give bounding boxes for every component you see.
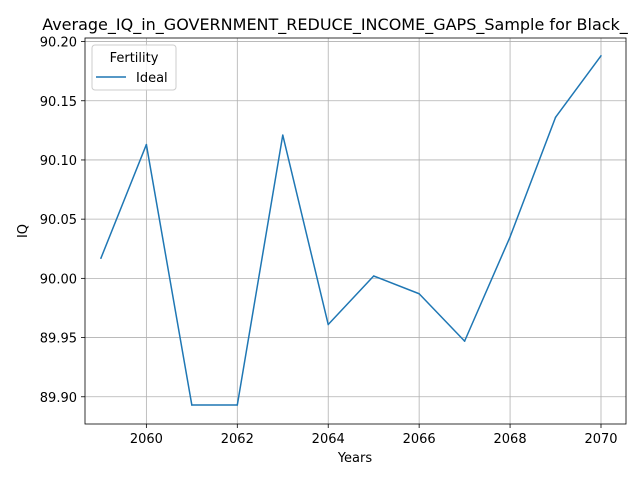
data-point-ideal (372, 275, 375, 277)
y-tick-label: 89.90 (40, 391, 77, 406)
data-point-ideal (327, 323, 329, 326)
x-tick-label: 2064 (312, 432, 345, 447)
x-tick-label: 2060 (130, 432, 163, 447)
legend-frame (91, 44, 177, 91)
y-tick-label: 90.20 (40, 36, 77, 51)
grid-lines (85, 38, 626, 424)
x-tick-label: 2070 (584, 432, 617, 447)
data-point-ideal (509, 236, 511, 238)
legend-entry-ideal: Ideal (136, 71, 168, 86)
x-tick-label: 2062 (221, 432, 254, 447)
y-tick-label: 90.00 (40, 272, 77, 287)
legend: Fertility Ideal (91, 44, 177, 91)
data-point-ideal (418, 293, 420, 295)
data-point-ideal (145, 143, 148, 146)
data-point-ideal (191, 404, 193, 406)
x-tick-label: 2066 (403, 432, 436, 447)
x-axis-label: Years (337, 451, 373, 466)
series-line-ideal (100, 55, 602, 406)
data-point-ideal (600, 55, 602, 57)
series-layer (100, 55, 602, 406)
x-tick-label: 2068 (494, 432, 527, 447)
data-point-ideal (236, 404, 239, 406)
data-point-ideal (282, 134, 284, 136)
data-point-ideal (463, 340, 466, 342)
chart-title: Average_IQ_in_GOVERNMENT_REDUCE_INCOME_G… (42, 15, 629, 35)
data-point-ideal (554, 116, 557, 119)
legend-title: Fertility (110, 51, 159, 66)
y-tick-label: 90.10 (40, 154, 77, 169)
y-axis-label: IQ (16, 224, 31, 238)
data-point-ideal (100, 257, 102, 259)
axis-ticks: 2060 2062 2064 2066 2068 2070 89.90 89.95 90.00 9… (40, 36, 618, 447)
y-tick-label: 89.95 (40, 332, 77, 347)
y-tick-label: 90.15 (40, 95, 77, 110)
plot-frame (84, 37, 627, 425)
y-tick-label: 90.05 (40, 213, 77, 228)
